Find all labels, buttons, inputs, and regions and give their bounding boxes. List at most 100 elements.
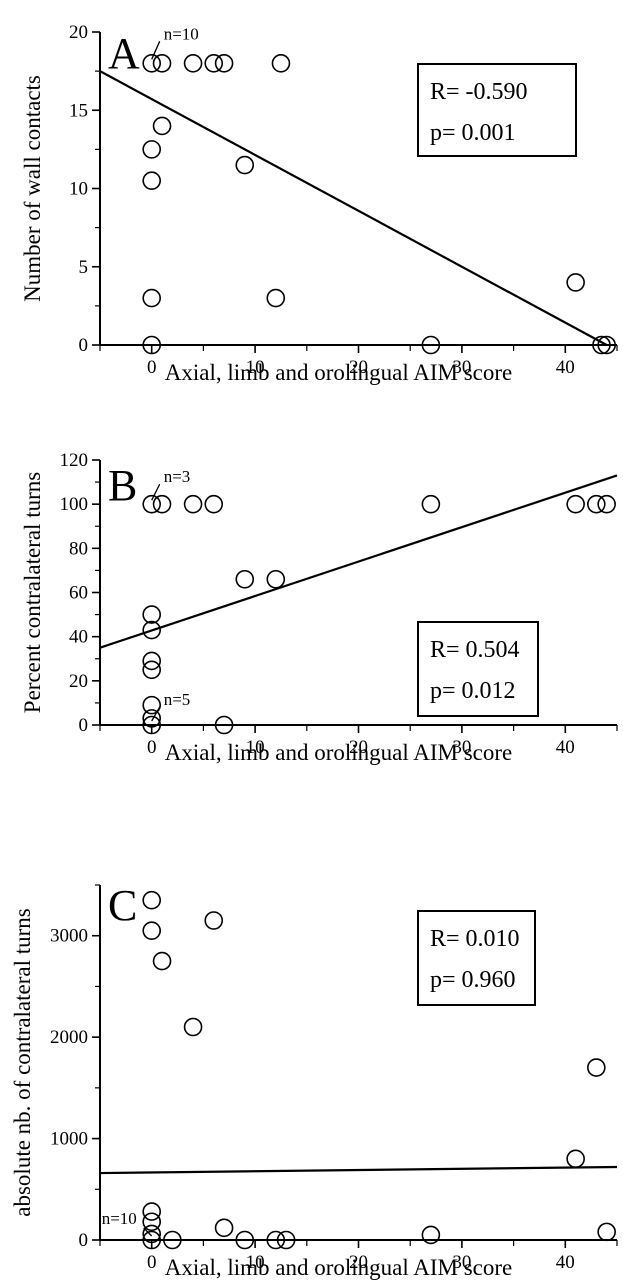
- panel-b-y-tick-label: 100: [60, 494, 89, 515]
- panel-a-data-point: [235, 155, 255, 175]
- panel-a-x-tick-label: 0: [147, 357, 157, 378]
- panel-c-x-tick-label: 30: [452, 1252, 471, 1273]
- panel-b-x-axis-label: Axial, limb and orolingual AIM score: [165, 740, 513, 765]
- panel-c-stat-r: R= 0.010: [430, 926, 520, 952]
- panel-c-data-point: [204, 911, 224, 930]
- panel-b-data-point: [142, 715, 161, 735]
- panel-b-data-point: [142, 620, 161, 640]
- panel-c-x-tick-label: 40: [556, 1252, 575, 1273]
- panel-a-data-point: [152, 116, 172, 136]
- panel-c-stats-box: [417, 910, 536, 1006]
- panel-b-data-point: [235, 569, 255, 589]
- panel-c-data-point: [266, 1230, 286, 1250]
- panel-c-x-tick-label: 10: [246, 1252, 265, 1273]
- panel-c-y-axis-label: absolute nb. of contralateral turns: [10, 908, 35, 1217]
- panel-c-data-point: [276, 1230, 296, 1250]
- panel-b-data-point: [142, 660, 161, 680]
- panel-a-stat-r: R= -0.590: [430, 79, 528, 105]
- panel-a-y-tick-label: 10: [69, 179, 88, 200]
- panel-a-data-point: [597, 335, 616, 355]
- panel-c-annotation-pointer: [143, 1227, 153, 1237]
- panel-b-data-point: [142, 709, 161, 728]
- panel-c-x-tick-label: 20: [349, 1252, 368, 1273]
- panel-c-data-point: [142, 1202, 161, 1221]
- panel-b-annotation: n=5: [164, 690, 191, 709]
- panel-a-x-tick-label: 30: [452, 357, 471, 378]
- panel-a-data-point: [214, 53, 234, 73]
- panel-c-stat-p: p= 0.960: [430, 967, 516, 993]
- panel-c-x-axis-label: Axial, limb and orolingual AIM score: [165, 1255, 513, 1280]
- panel-c-regression-line: [99, 1165, 618, 1175]
- panel-a-stats-box: [417, 63, 577, 157]
- panel-a-y-tick-label: 0: [79, 335, 89, 356]
- panel-a-data-point: [142, 288, 161, 308]
- panel-c-data-point: [142, 890, 161, 910]
- panel-c-letter: C: [108, 881, 137, 930]
- panel-b-y-tick-label: 20: [69, 671, 88, 692]
- panel-c-annotation: n=10: [102, 1209, 137, 1228]
- panel-a-x-tick-label: 20: [349, 357, 368, 378]
- panel-b-stat-p: p= 0.012: [430, 678, 516, 704]
- panel-a-y-tick-label: 15: [69, 100, 88, 121]
- panel-a-y-tick-label: 20: [69, 22, 88, 43]
- panel-a-data-point: [592, 335, 611, 355]
- panel-b-data-point: [142, 494, 161, 514]
- panel-c-data-point: [163, 1230, 182, 1250]
- panel-c-data-point: [142, 1212, 161, 1232]
- panel-c-y-tick-label: 1000: [50, 1129, 88, 1150]
- panel-a-y-axis-label: Number of wall contacts: [20, 75, 45, 302]
- panel-b-y-tick-label: 0: [79, 715, 89, 736]
- panel-b-letter: B: [108, 461, 137, 510]
- panel-a-x-axis-label: Axial, limb and orolingual AIM score: [165, 360, 513, 385]
- panel-a-data-point: [204, 53, 224, 73]
- panel-b-data-point: [183, 494, 203, 514]
- panel-c-data-point: [142, 1224, 161, 1244]
- panel-b-y-tick-label: 80: [69, 538, 88, 559]
- panel-b-data-point: [587, 494, 606, 514]
- panel-b-data-point: [204, 494, 224, 514]
- panel-a-x-tick-label: 10: [246, 357, 265, 378]
- panel-b-y-tick-label: 60: [69, 583, 88, 604]
- panel-b-x-tick-label: 40: [556, 737, 575, 758]
- panel-a-letter: A: [108, 29, 140, 78]
- panel-b-data-point: [142, 605, 161, 624]
- panel-b-y-tick-label: 120: [60, 450, 89, 471]
- panel-b-x-tick-label: 30: [452, 737, 471, 758]
- panel-a-data-point: [152, 53, 172, 73]
- panel-b-x-tick-label: 10: [246, 737, 265, 758]
- panel-b-x-tick-label: 20: [349, 737, 368, 758]
- panel-b-annotation: n=3: [164, 467, 191, 486]
- panel-a-data-point: [266, 288, 286, 308]
- panel-a-y-tick-label: 5: [79, 257, 89, 278]
- panel-c-x-tick-label: 0: [147, 1252, 157, 1273]
- panel-c-data-point: [235, 1230, 255, 1250]
- panel-a-data-point: [183, 53, 203, 73]
- panel-b-data-point: [421, 494, 441, 514]
- panel-c-data-point: [421, 1225, 441, 1245]
- panel-c-data-point: [142, 1230, 161, 1250]
- panel-a-data-point: [142, 171, 161, 190]
- panel-c-data-point: [214, 1218, 234, 1238]
- panel-a-data-point: [142, 53, 161, 73]
- panel-b-data-point: [142, 695, 161, 715]
- panel-b-stats-box: [417, 621, 539, 717]
- panel-b-annotation-pointer: [151, 483, 161, 501]
- panel-c-data-point: [597, 1222, 616, 1242]
- panel-a-data-point: [142, 140, 161, 159]
- panel-b-y-tick-label: 40: [69, 627, 88, 648]
- panel-c-data-point: [587, 1058, 606, 1077]
- panel-b-y-axis-label: Percent contralateral turns: [20, 472, 45, 713]
- panel-c-data-point: [142, 921, 161, 940]
- panel-a-data-point: [566, 273, 585, 292]
- panel-a-stat-p: p= 0.001: [430, 120, 516, 146]
- panel-a-x-tick-label: 40: [556, 357, 575, 378]
- panel-c-data-point: [183, 1017, 203, 1037]
- panel-a-data-point: [142, 335, 161, 355]
- panel-c-y-tick-label: 3000: [50, 926, 88, 947]
- panel-b-data-point: [266, 569, 286, 589]
- panel-b-annotation-pointer: [151, 706, 161, 722]
- panel-b-data-point: [152, 494, 172, 514]
- panel-c-data-point: [152, 951, 172, 971]
- panel-a-data-point: [271, 53, 291, 73]
